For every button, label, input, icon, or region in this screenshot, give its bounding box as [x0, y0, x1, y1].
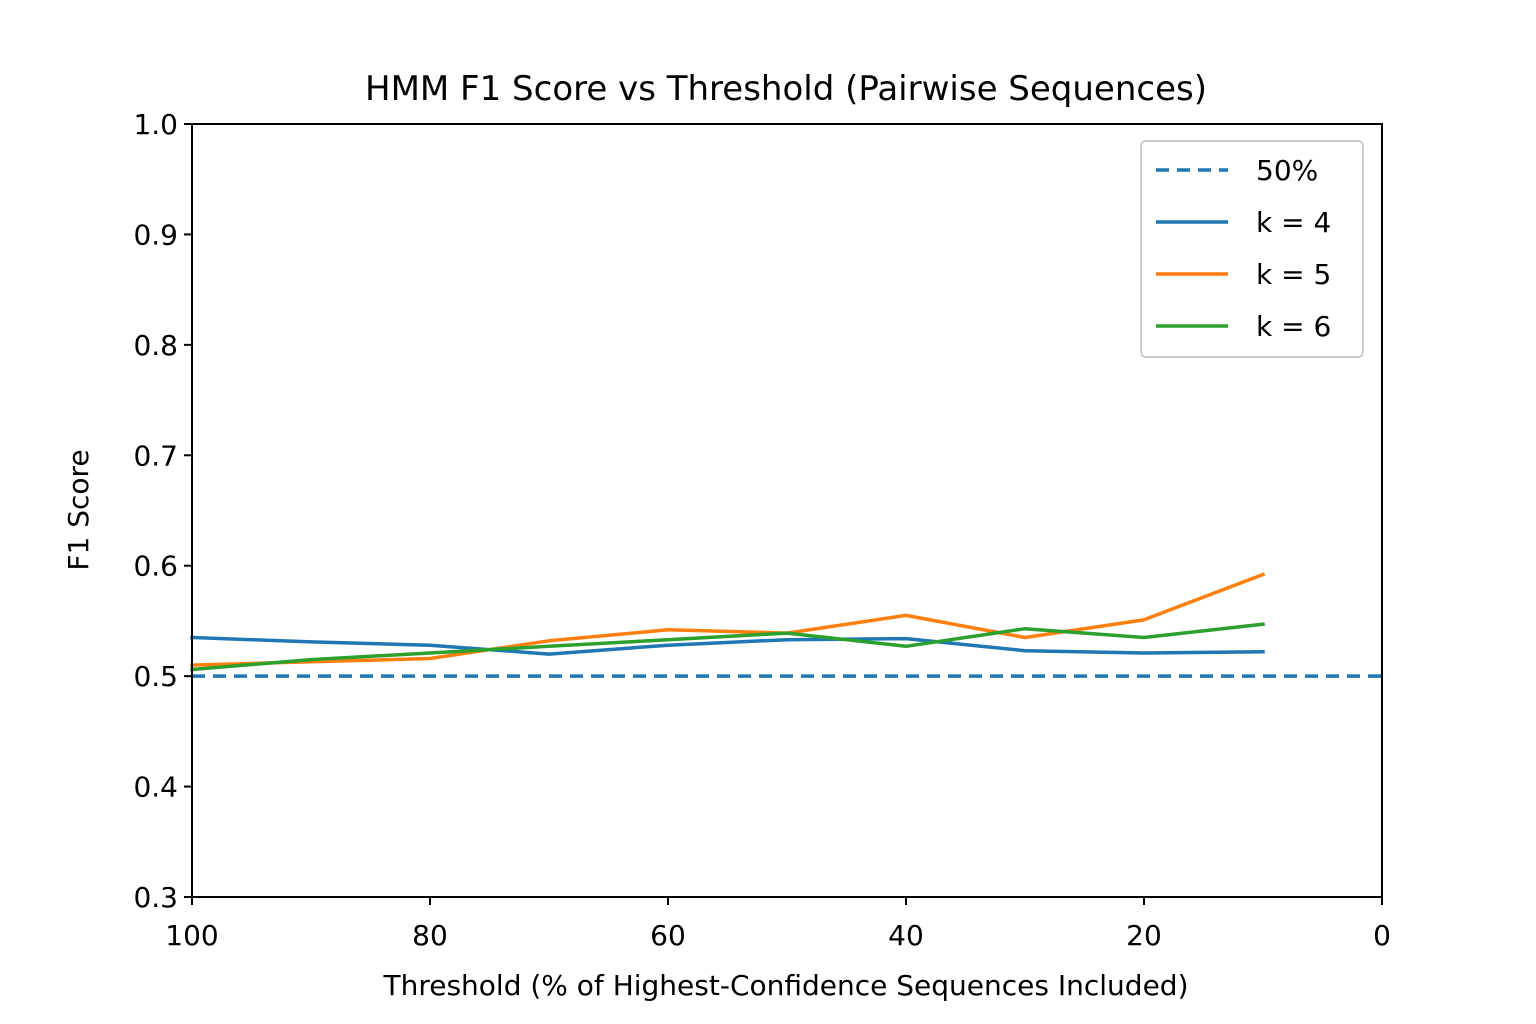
y-tick-label: 0.8: [133, 329, 178, 362]
x-tick-label: 60: [650, 919, 686, 952]
legend: 50% k = 4 k = 5 k = 6: [1140, 140, 1364, 358]
y-tick-label: 0.4: [133, 771, 178, 804]
x-tick-label: 20: [1126, 919, 1162, 952]
y-tick-label: 0.3: [133, 881, 178, 914]
y-tick-label: 0.7: [133, 439, 178, 472]
series-line-k5: [190, 572, 1266, 667]
plot-area: [190, 123, 1383, 898]
chart-title: HMM F1 Score vs Threshold (Pairwise Sequ…: [365, 69, 1207, 109]
y-tick-label: 0.9: [133, 218, 178, 251]
series-line-k6: [190, 622, 1265, 672]
y-axis-label: F1 Score: [62, 449, 95, 570]
x-tick-label: 0: [1373, 919, 1391, 952]
series-line-k4: [190, 635, 1265, 656]
axis-ticks: 100 80 60 40 20 0 0.3 0.4 0.5 0.6 0.7 0.8 0.9 1.0: [133, 108, 1390, 952]
legend-label: k = 6: [1256, 310, 1331, 343]
x-tick-label: 80: [412, 919, 448, 952]
y-tick-label: 1.0: [133, 108, 178, 141]
legend-box: [1140, 140, 1364, 358]
y-tick-label: 0.6: [133, 550, 178, 583]
legend-label: k = 4: [1256, 206, 1331, 239]
x-tick-label: 100: [165, 919, 218, 952]
plot-frame: [191, 123, 1383, 898]
legend-label: k = 5: [1256, 258, 1331, 291]
x-tick-label: 40: [888, 919, 924, 952]
legend-label: 50%: [1256, 154, 1318, 187]
y-tick-label: 0.5: [133, 660, 178, 693]
x-axis-label: Threshold (% of Highest-Confidence Seque…: [382, 969, 1188, 1002]
